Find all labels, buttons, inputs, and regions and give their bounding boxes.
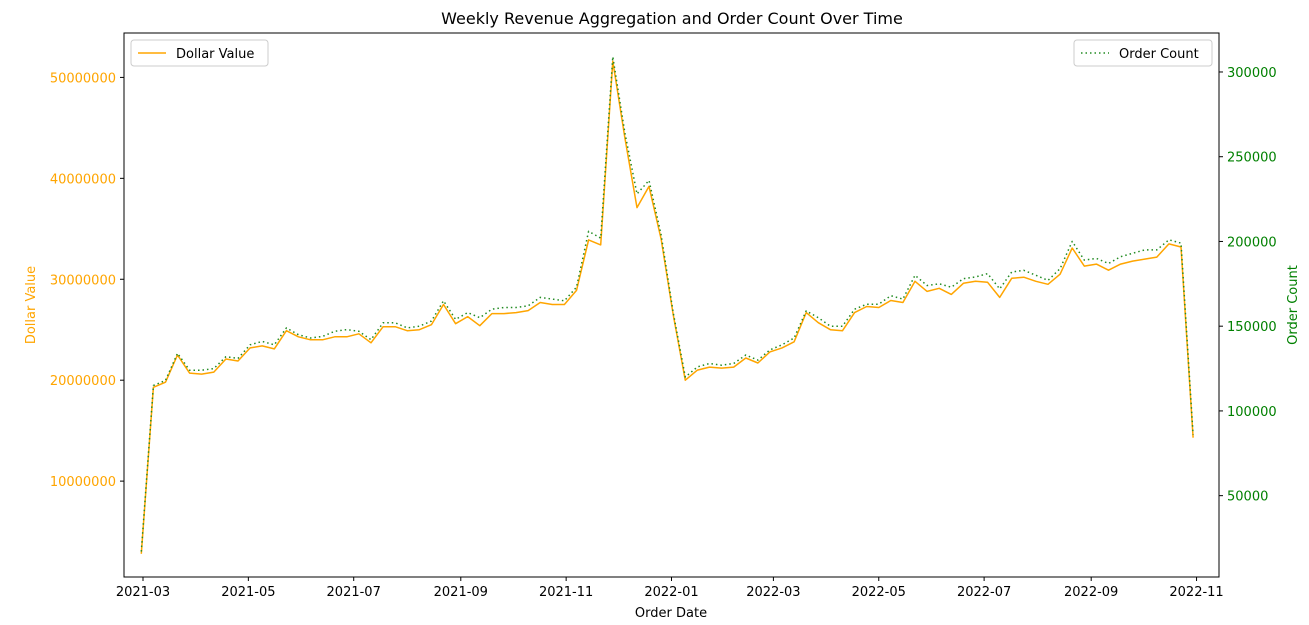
x-tick-label: 2021-09 [434,585,488,600]
y-axis-right: 50000 100000 150000 200000 250000 300000 [1219,66,1277,505]
legend-left: Dollar Value [130,39,269,67]
y-left-tick-label: 20000000 [50,374,116,389]
y-axis-right-title: Order Count [1286,265,1301,345]
x-tick-label: 2022-11 [1169,585,1223,600]
y-left-tick-label: 30000000 [50,273,116,288]
y-left-tick-label: 10000000 [50,475,116,490]
y-right-tick-label: 250000 [1227,151,1277,166]
lines-layer [140,55,1194,554]
legend-right-box [1073,39,1213,67]
x-tick-label: 2022-05 [852,585,906,600]
legend-right: Order Count [1073,39,1213,67]
x-tick-label: 2021-03 [116,585,170,600]
y-left-tick-label: 50000000 [50,71,116,86]
chart-title: Weekly Revenue Aggregation and Order Cou… [441,9,903,28]
x-axis: 2021-03 2021-05 2021-07 2021-09 2021-11 2022-… [116,577,1224,600]
y-right-tick-label: 150000 [1227,320,1277,335]
y-left-tick-label: 40000000 [50,172,116,187]
x-tick-label: 2022-01 [644,585,698,600]
x-tick-label: 2022-03 [746,585,800,600]
x-tick-label: 2022-07 [957,585,1011,600]
y-axis-left: 10000000 20000000 30000000 40000000 50000000 [50,71,124,490]
legend-right-label: Order Count [1119,47,1199,62]
x-axis-title: Order Date [635,606,707,621]
y-right-tick-label: 100000 [1227,405,1277,420]
y-right-tick-label: 50000 [1227,490,1268,505]
x-tick-label: 2022-09 [1064,585,1118,600]
legend-left-box [130,39,269,67]
y-right-tick-label: 200000 [1227,235,1277,250]
series-line-dollar-value [140,60,1194,554]
x-tick-label: 2021-07 [327,585,381,600]
x-tick-label: 2021-05 [221,585,275,600]
y-right-tick-label: 300000 [1227,66,1277,81]
legend-left-label: Dollar Value [176,47,254,62]
y-axis-left-title: Dollar Value [24,266,39,344]
x-tick-label: 2021-11 [539,585,593,600]
